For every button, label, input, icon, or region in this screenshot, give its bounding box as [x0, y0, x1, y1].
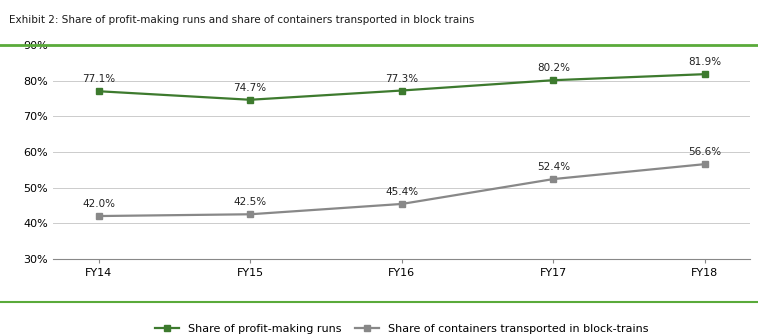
Share of profit-making runs	[246, 98, 255, 102]
Share of profit-making runs	[397, 88, 406, 92]
Text: 56.6%: 56.6%	[688, 147, 722, 157]
Line: Share of containers transported in block-trains: Share of containers transported in block…	[96, 161, 708, 219]
Text: 81.9%: 81.9%	[688, 57, 722, 67]
Text: 80.2%: 80.2%	[537, 63, 570, 73]
Share of containers transported in block-trains	[700, 162, 709, 166]
Share of containers transported in block-trains	[549, 177, 558, 181]
Share of containers transported in block-trains	[94, 214, 103, 218]
Text: 77.1%: 77.1%	[82, 74, 115, 84]
Share of containers transported in block-trains	[397, 202, 406, 206]
Text: 45.4%: 45.4%	[385, 187, 418, 197]
Share of containers transported in block-trains	[246, 212, 255, 216]
Share of profit-making runs	[700, 72, 709, 76]
Text: 52.4%: 52.4%	[537, 162, 570, 172]
Share of profit-making runs	[94, 89, 103, 93]
Text: 74.7%: 74.7%	[233, 83, 267, 93]
Text: 42.0%: 42.0%	[82, 199, 115, 209]
Text: 42.5%: 42.5%	[233, 197, 267, 207]
Text: 77.3%: 77.3%	[385, 74, 418, 84]
Text: Exhibit 2: Share of profit-making runs and share of containers transported in bl: Exhibit 2: Share of profit-making runs a…	[9, 15, 475, 26]
Share of profit-making runs	[549, 78, 558, 82]
Line: Share of profit-making runs: Share of profit-making runs	[96, 71, 708, 102]
Legend: Share of profit-making runs, Share of containers transported in block-trains: Share of profit-making runs, Share of co…	[155, 324, 649, 334]
